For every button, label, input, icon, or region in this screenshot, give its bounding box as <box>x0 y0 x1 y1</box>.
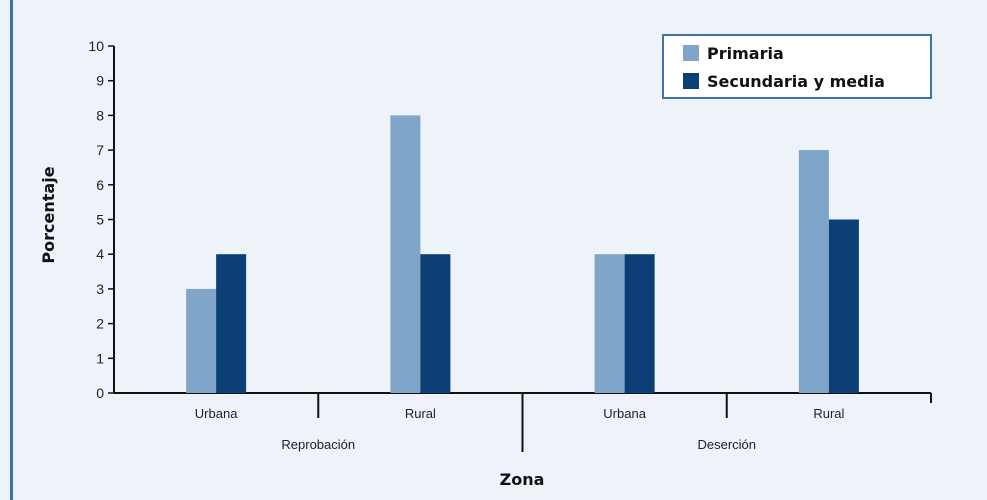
bar-secundaria-y-media-3 <box>828 219 859 393</box>
axes <box>108 45 932 452</box>
y-tick-label: 2 <box>96 316 104 332</box>
y-tick-label: 6 <box>96 177 104 193</box>
x-group-label: Deserción <box>697 437 756 452</box>
bar-secundaria-y-media-2 <box>624 254 655 393</box>
bar-primaria-0 <box>186 288 217 393</box>
x-axis-title: Zona <box>500 470 545 489</box>
legend: Primaria Secundaria y media <box>662 34 932 99</box>
y-tick-label: 4 <box>96 246 104 262</box>
x-category-label: Urbana <box>195 406 238 421</box>
y-tick-label: 1 <box>96 350 104 366</box>
x-category-label: Rural <box>405 406 436 421</box>
bar-primaria-3 <box>798 150 829 393</box>
y-tick-label: 9 <box>96 73 104 89</box>
bar-secundaria-y-media-1 <box>420 254 451 393</box>
y-axis-title: Porcentaje <box>39 166 58 263</box>
y-tick-label: 0 <box>96 385 104 401</box>
bars <box>186 115 859 394</box>
x-category-label: Urbana <box>603 406 646 421</box>
y-tick-label: 7 <box>96 142 104 158</box>
legend-label-secundaria-y-media: Secundaria y media <box>707 72 885 91</box>
y-tick-label: 3 <box>96 281 104 297</box>
axis-labels: 0 1 2 3 4 5 6 7 8 9 10 Urbana Rural Urbana Rural Reprob… <box>88 38 844 452</box>
y-tick-label: 5 <box>96 212 104 228</box>
bar-primaria-1 <box>390 115 421 394</box>
left-accent-rule <box>10 0 13 500</box>
legend-box <box>662 34 932 99</box>
x-category-label: Rural <box>813 406 844 421</box>
legend-swatch-secundaria-y-media <box>683 73 699 89</box>
legend-label-primaria: Primaria <box>707 44 784 63</box>
legend-swatch-primaria <box>683 45 699 61</box>
y-tick-label: 10 <box>88 38 104 54</box>
bar-primaria-2 <box>594 254 625 393</box>
bar-secundaria-y-media-0 <box>216 254 247 393</box>
x-group-label: Reprobación <box>281 437 355 452</box>
y-tick-label: 8 <box>96 107 104 123</box>
